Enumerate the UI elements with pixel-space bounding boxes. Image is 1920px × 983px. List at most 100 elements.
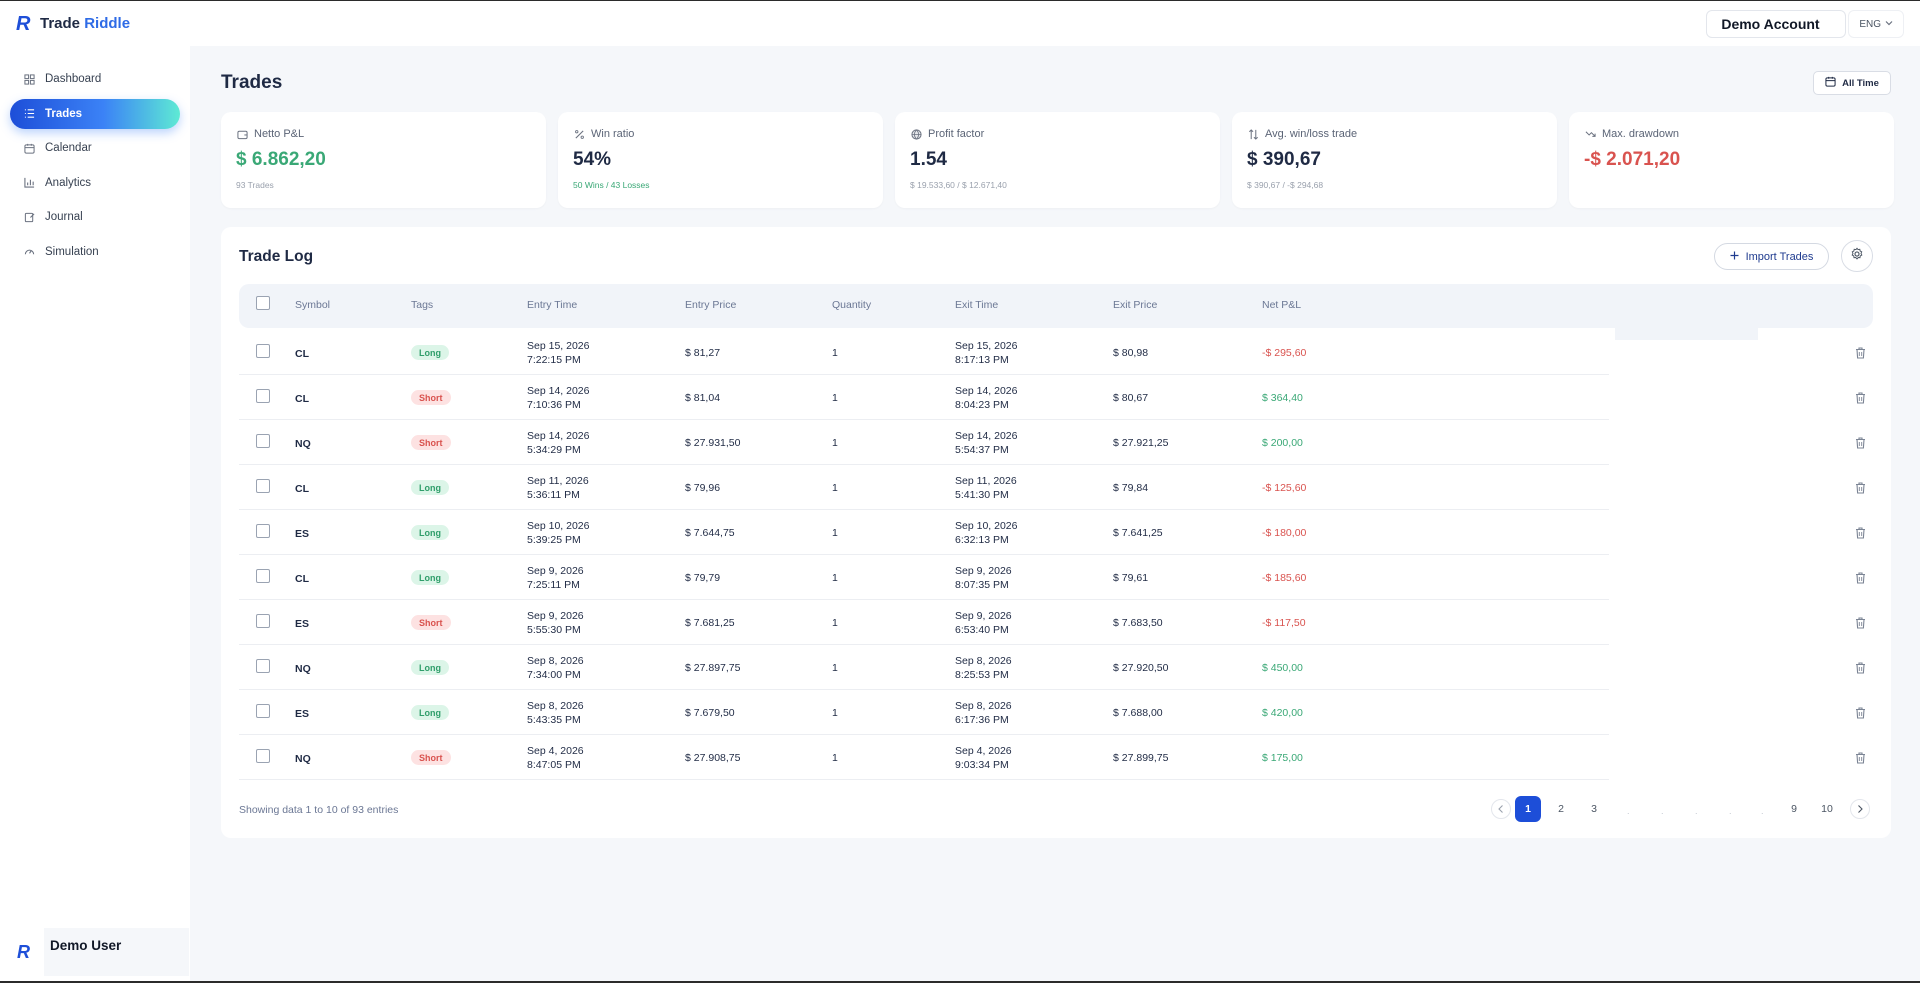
- column-header-symbol[interactable]: Symbol: [295, 299, 331, 311]
- entry-price-cell: $ 7.644,75: [685, 527, 735, 539]
- exit-price-cell: $ 7.641,25: [1113, 527, 1163, 539]
- table-row[interactable]: NQ Short Sep 4, 2026 8:47:05 PM $ 27.908,75 1…: [239, 735, 1873, 780]
- exit-time-cell: Sep 10, 2026 6:32:13 PM: [955, 520, 1018, 546]
- row-checkbox[interactable]: [256, 344, 270, 358]
- sidebar-item-trades[interactable]: Trades: [10, 98, 180, 129]
- stat-card: Avg. win/loss trade $ 390,67 $ 390,67 / -$…: [1232, 112, 1557, 208]
- account-switcher[interactable]: Demo Account: [1706, 10, 1847, 38]
- column-header-quantity[interactable]: Quantity: [832, 299, 872, 311]
- quantity-cell: 1: [832, 482, 838, 494]
- row-checkbox[interactable]: [256, 749, 270, 763]
- select-all-checkbox[interactable]: [256, 296, 270, 310]
- table-row[interactable]: NQ Short Sep 14, 2026 5:34:29 PM $ 27.931,50…: [239, 420, 1873, 465]
- page-button-2[interactable]: 2: [1558, 803, 1564, 815]
- exit-price-cell: $ 7.683,50: [1113, 617, 1163, 629]
- row-checkbox[interactable]: [256, 569, 270, 583]
- page-button-3[interactable]: 3: [1591, 803, 1597, 815]
- row-checkbox[interactable]: [256, 434, 270, 448]
- trash-icon[interactable]: [1855, 436, 1867, 449]
- exit-price-cell: $ 27.921,25: [1113, 437, 1169, 449]
- symbol-cell: NQ: [295, 753, 311, 765]
- trash-icon[interactable]: [1855, 661, 1867, 674]
- table-row[interactable]: ES Long Sep 8, 2026 5:43:35 PM $ 7.679,50 1 Se…: [239, 690, 1873, 735]
- globe-icon: [910, 128, 922, 140]
- language-selector[interactable]: ENG: [1848, 10, 1904, 38]
- sidebar-item-label: Trades: [45, 107, 83, 120]
- table-row[interactable]: NQ Long Sep 8, 2026 7:34:00 PM $ 27.897,75 1 S…: [239, 645, 1873, 690]
- net-pnl-cell: $ 364,40: [1262, 392, 1303, 404]
- row-checkbox[interactable]: [256, 524, 270, 538]
- stat-subtext: $ 19.533,60 / $ 12.671,40: [910, 180, 1007, 190]
- exit-price-cell: $ 80,98: [1113, 347, 1149, 359]
- date-range-button[interactable]: All Time: [1813, 71, 1891, 95]
- sidebar-item-journal[interactable]: Journal: [10, 202, 180, 232]
- table-row[interactable]: CL Short Sep 14, 2026 7:10:36 PM $ 81,04 1 Sep…: [239, 375, 1873, 420]
- trash-icon[interactable]: [1855, 616, 1867, 629]
- trash-icon[interactable]: [1855, 346, 1867, 359]
- row-checkbox[interactable]: [256, 704, 270, 718]
- trash-icon[interactable]: [1855, 751, 1867, 764]
- stat-subtext: 93 Trades: [236, 180, 274, 190]
- stat-subtext: $ 390,67 / -$ 294,68: [1247, 180, 1324, 190]
- sidebar-item-label: Simulation: [45, 245, 99, 258]
- sidebar-item-calendar[interactable]: Calendar: [10, 133, 180, 163]
- import-trades-button[interactable]: Import Trades: [1714, 243, 1829, 270]
- net-pnl-cell: -$ 125,60: [1262, 482, 1307, 494]
- column-header-exit-price[interactable]: Exit Price: [1113, 299, 1158, 311]
- trash-icon[interactable]: [1855, 526, 1867, 539]
- exit-time-cell: Sep 8, 2026 6:17:36 PM: [955, 700, 1012, 726]
- row-checkbox[interactable]: [256, 479, 270, 493]
- row-checkbox[interactable]: [256, 659, 270, 673]
- trash-icon[interactable]: [1855, 391, 1867, 404]
- table-row[interactable]: CL Long Sep 15, 2026 7:22:15 PM $ 81,27 1 Sep …: [239, 330, 1873, 375]
- exit-price-cell: $ 79,61: [1113, 572, 1149, 584]
- sidebar-item-simulation[interactable]: Simulation: [10, 237, 180, 267]
- stats-cards: Netto P&L $ 6.862,20 93 Trades Win ratio 54%…: [221, 112, 1894, 208]
- page-button-1[interactable]: 1: [1515, 796, 1541, 822]
- table-settings-button[interactable]: [1841, 240, 1873, 272]
- table-row[interactable]: CL Long Sep 9, 2026 7:25:11 PM $ 79,79 1 Sep 9…: [239, 555, 1873, 600]
- chevron-left-icon[interactable]: [1491, 799, 1511, 819]
- logo-text: Trade Riddle: [40, 15, 131, 32]
- exit-time-cell: Sep 9, 2026 6:53:40 PM: [955, 610, 1012, 636]
- trash-icon[interactable]: [1855, 706, 1867, 719]
- quantity-cell: 1: [832, 707, 838, 719]
- exit-price-cell: $ 7.688,00: [1113, 707, 1163, 719]
- gauge-icon: [23, 246, 35, 258]
- quantity-cell: 1: [832, 617, 838, 629]
- sidebar-item-analytics[interactable]: Analytics: [10, 168, 180, 198]
- column-header-exit-time[interactable]: Exit Time: [955, 299, 999, 311]
- entry-time-cell: Sep 9, 2026 7:25:11 PM: [527, 565, 584, 591]
- column-header-net-p-l[interactable]: Net P&L: [1262, 299, 1302, 311]
- net-pnl-cell: $ 175,00: [1262, 752, 1303, 764]
- row-checkbox[interactable]: [256, 614, 270, 628]
- wallet-icon: [236, 128, 248, 140]
- row-checkbox[interactable]: [256, 389, 270, 403]
- chevron-right-icon[interactable]: [1850, 799, 1870, 819]
- column-header-entry-price[interactable]: Entry Price: [685, 299, 737, 311]
- stat-card-header: Win ratio: [573, 128, 868, 140]
- table-row[interactable]: ES Long Sep 10, 2026 5:39:25 PM $ 7.644,75 1 S…: [239, 510, 1873, 555]
- net-pnl-cell: -$ 117,50: [1262, 617, 1306, 629]
- page-button-9[interactable]: 9: [1791, 803, 1797, 815]
- page-button-10[interactable]: 10: [1821, 803, 1833, 815]
- symbol-cell: CL: [295, 348, 309, 360]
- stat-label: Max. drawdown: [1602, 128, 1680, 140]
- column-header-entry-time[interactable]: Entry Time: [527, 299, 578, 311]
- calendar-icon: [23, 142, 35, 154]
- column-header-tags[interactable]: Tags: [411, 299, 434, 311]
- trash-icon[interactable]: [1855, 481, 1867, 494]
- stat-card: Profit factor 1.54 $ 19.533,60 / $ 12.671,…: [895, 112, 1220, 208]
- tag-badge: Long: [411, 705, 449, 720]
- sidebar-item-dashboard[interactable]: Dashboard: [10, 64, 180, 94]
- trade-log-title: Trade Log: [239, 248, 314, 265]
- exit-price-cell: $ 27.920,50: [1113, 662, 1169, 674]
- table-row[interactable]: CL Long Sep 11, 2026 5:36:11 PM $ 79,96 1 Sep …: [239, 465, 1873, 510]
- user-profile[interactable]: R Demo User: [0, 928, 190, 976]
- stat-card-header: Profit factor: [910, 128, 1205, 140]
- logo[interactable]: R Trade Riddle: [16, 14, 130, 34]
- exit-time-cell: Sep 14, 2026 5:54:37 PM: [955, 430, 1018, 456]
- trash-icon[interactable]: [1855, 571, 1867, 584]
- table-row[interactable]: ES Short Sep 9, 2026 5:55:30 PM $ 7.681,25 1 S…: [239, 600, 1873, 645]
- sidebar-item-label: Journal: [45, 211, 83, 223]
